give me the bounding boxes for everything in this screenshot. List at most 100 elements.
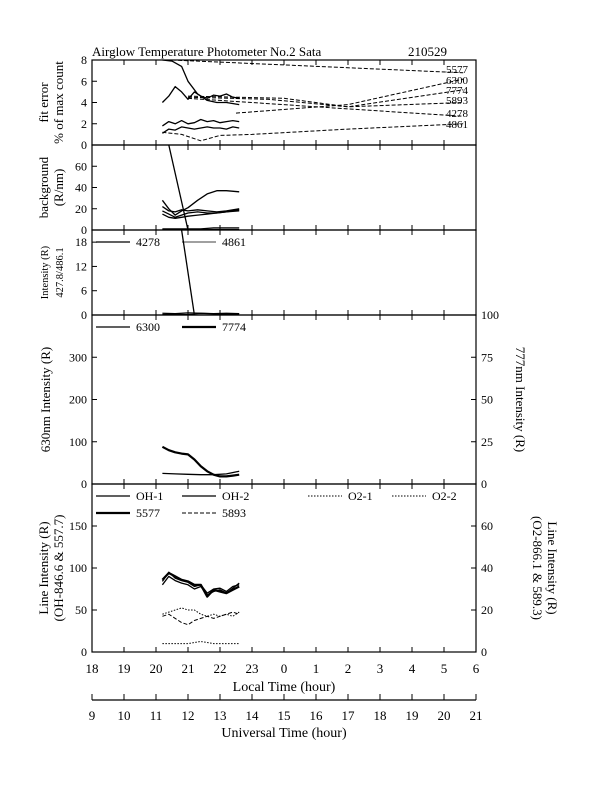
local-time-axis-label: Local Time (hour) <box>233 680 336 695</box>
local-time-tick-label: 23 <box>246 661 259 676</box>
y-tick-label-background: 60 <box>75 159 87 173</box>
y-tick-label-fit_error: 6 <box>81 74 87 88</box>
y2-tick-label-line_intensity: 40 <box>481 561 493 575</box>
legend-label-line_intensity-5577: 5577 <box>136 506 160 520</box>
y-axis-label-intensity_blue: 427.8/486.1 <box>55 247 66 297</box>
local-time-tick-label: 1 <box>313 661 320 676</box>
series-line-fit_error-5577 <box>171 59 464 74</box>
y-tick-label-red_line: 200 <box>69 393 87 407</box>
y-axis-label-fit_error: fit error <box>36 82 51 123</box>
local-time-tick-label: 18 <box>86 661 99 676</box>
series-line-fit_error-OH-2 <box>187 96 464 108</box>
y2-axis-label-line_intensity: Line Intensity (R) <box>545 521 560 614</box>
y-tick-label-intensity_blue: 0 <box>81 308 87 322</box>
series-line-line_intensity-5577 <box>161 571 240 598</box>
y-tick-label-intensity_blue: 12 <box>75 259 87 273</box>
y2-tick-label-red_line: 0 <box>481 477 487 491</box>
local-time-tick-label: 22 <box>214 661 227 676</box>
series-line-line_intensity-O2-2 <box>162 607 240 617</box>
y-axis-label-background: background <box>36 156 51 218</box>
ut-tick-label: 11 <box>150 708 163 723</box>
legend-label-intensity_blue-4278: 4278 <box>136 235 160 249</box>
legend-label-red_line-6300: 6300 <box>136 320 160 334</box>
ut-tick-label: 20 <box>438 708 451 723</box>
local-time-tick-label: 2 <box>345 661 352 676</box>
series-line-fit_error-7774 <box>162 126 240 134</box>
series-line-fit_error-5893 <box>162 123 464 142</box>
series-line-fit_error-O2-2 <box>235 78 464 114</box>
ut-tick-label: 13 <box>214 708 227 723</box>
ut-tick-label: 19 <box>406 708 419 723</box>
series-label-5893: 5893 <box>446 95 469 107</box>
legend-label-red_line-7774: 7774 <box>222 320 246 334</box>
legend-label-line_intensity-O2-2: O2-2 <box>432 489 457 503</box>
y2-tick-label-red_line: 25 <box>481 435 493 449</box>
y-tick-label-fit_error: 0 <box>81 138 87 152</box>
ut-tick-label: 21 <box>470 708 483 723</box>
legend-label-intensity_blue-4861: 4861 <box>222 235 246 249</box>
local-time-tick-label: 5 <box>441 661 448 676</box>
local-time-tick-label: 21 <box>182 661 195 676</box>
y-axis-label-line_intensity: Line Intensity (R) <box>36 521 51 614</box>
series-label-4861: 4861 <box>446 119 468 131</box>
series-line-intensity_blue-4861 <box>162 312 240 314</box>
y-axis-label-line_intensity: (OH-846.6 & 557.7) <box>51 515 66 622</box>
series-label-6300: 6300 <box>446 75 469 87</box>
y-tick-label-line_intensity: 150 <box>69 519 87 533</box>
local-time-tick-label: 0 <box>281 661 288 676</box>
y-tick-label-fit_error: 8 <box>81 53 87 67</box>
legend-label-line_intensity-O2-1: O2-1 <box>348 489 373 503</box>
legend-label-line_intensity-OH-1: OH-1 <box>136 489 163 503</box>
chart-title: Airglow Temperature Photometer No.2 Sata <box>92 44 322 59</box>
y-tick-label-red_line: 100 <box>69 435 87 449</box>
series-label-7774: 7774 <box>446 85 469 97</box>
series-line-fit_error-6300 <box>162 118 240 127</box>
ut-tick-label: 10 <box>118 708 131 723</box>
local-time-tick-label: 19 <box>118 661 131 676</box>
y-axis-label-intensity_blue: Intensity (R) <box>40 245 51 299</box>
chart-date: 210529 <box>408 44 447 59</box>
y2-tick-label-line_intensity: 60 <box>481 519 493 533</box>
series-line-intensity_blue-streak <box>180 229 196 316</box>
ut-tick-label: 16 <box>310 708 324 723</box>
series-line-fit_error-4278 <box>161 85 240 103</box>
series-line-red_line-6300 <box>161 445 240 478</box>
series-line-line_intensity-5893 <box>162 611 240 626</box>
series-label-4278: 4278 <box>446 108 469 120</box>
ut-tick-label: 12 <box>182 708 195 723</box>
y2-tick-label-red_line: 75 <box>481 350 493 364</box>
local-time-tick-label: 6 <box>473 661 480 676</box>
y-axis-label-background: (R/nm) <box>51 169 66 207</box>
local-time-tick-label: 3 <box>377 661 384 676</box>
y-tick-label-background: 40 <box>75 181 87 195</box>
y2-axis-label-red_line: 777nm Intensity (R) <box>513 347 528 452</box>
y-tick-label-red_line: 300 <box>69 350 87 364</box>
legend-label-line_intensity-OH-2: OH-2 <box>222 489 249 503</box>
series-line-line_intensity-O2-1 <box>162 641 240 645</box>
series-line-background-b <box>162 206 240 213</box>
local-time-tick-label: 4 <box>409 661 416 676</box>
ut-tick-label: 15 <box>278 708 291 723</box>
y2-axis-label-line_intensity: (O2-866.1 & 589.3) <box>530 516 545 620</box>
y2-tick-label-red_line: 50 <box>481 393 493 407</box>
series-label-5577: 5577 <box>446 64 469 76</box>
series-line-background-streak <box>168 144 189 231</box>
ut-tick-label: 18 <box>374 708 387 723</box>
series-line-fit_error-O2-1 <box>187 89 464 108</box>
y-tick-label-line_intensity: 100 <box>69 561 87 575</box>
y-tick-label-fit_error: 2 <box>81 117 87 131</box>
y2-tick-label-line_intensity: 0 <box>481 645 487 659</box>
y-tick-label-line_intensity: 0 <box>81 645 87 659</box>
ut-axis-label: Universal Time (hour) <box>221 726 347 741</box>
panel-frame-red_line <box>91 314 477 485</box>
y-tick-label-background: 20 <box>75 202 87 216</box>
legend-label-line_intensity-5893: 5893 <box>222 506 246 520</box>
local-time-tick-label: 20 <box>150 661 163 676</box>
series-line-red_line-7774 <box>162 470 240 476</box>
y-axis-label-red_line: 630nm Intensity (R) <box>38 347 53 452</box>
y-tick-label-intensity_blue: 6 <box>81 284 87 298</box>
panel-frame-background <box>91 144 477 231</box>
series-line-background-e <box>162 227 240 230</box>
